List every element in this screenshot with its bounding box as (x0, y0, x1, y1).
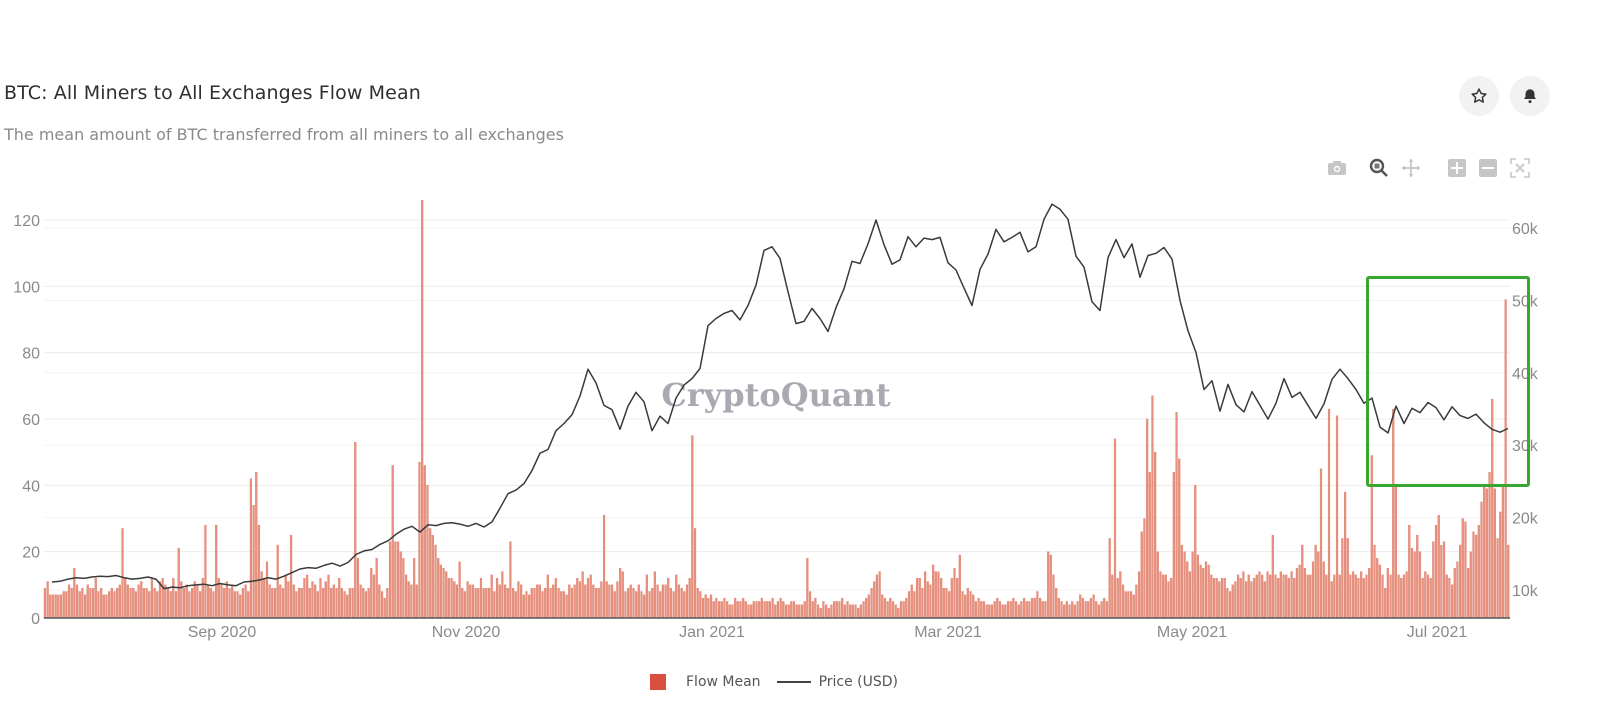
watermark: CryptoQuant (661, 376, 891, 414)
zoom-out-icon (1479, 159, 1497, 177)
legend: Flow Mean Price (USD) (650, 672, 898, 692)
pan-mode-button[interactable] (1400, 157, 1422, 179)
price-line-swatch[interactable] (776, 681, 811, 683)
legend-flow-mean[interactable]: Flow Mean (686, 674, 761, 690)
svg-text:30k: 30k (1512, 438, 1539, 455)
svg-text:Jul 2021: Jul 2021 (1407, 624, 1468, 641)
svg-text:Nov 2020: Nov 2020 (432, 624, 501, 641)
svg-text:40k: 40k (1512, 366, 1539, 383)
zoom-in-button[interactable] (1446, 157, 1468, 179)
svg-text:0: 0 (31, 611, 40, 628)
legend-price[interactable]: Price (USD) (818, 674, 899, 690)
svg-text:Sep 2020: Sep 2020 (188, 624, 257, 641)
svg-text:100: 100 (13, 279, 40, 296)
svg-text:120: 120 (13, 213, 40, 230)
zoom-out-button[interactable] (1477, 157, 1499, 179)
pan-icon (1402, 159, 1420, 177)
favorite-button[interactable] (1459, 76, 1499, 116)
svg-text:20: 20 (22, 545, 40, 562)
svg-text:40: 40 (22, 478, 40, 495)
svg-text:60: 60 (22, 412, 40, 429)
bell-icon (1524, 89, 1536, 104)
star-icon (1471, 88, 1487, 103)
svg-text:80: 80 (22, 346, 40, 363)
camera-icon (1328, 161, 1346, 175)
zoom-mode-button[interactable] (1368, 157, 1390, 179)
grid-lines (44, 219, 1510, 591)
page-title: BTC: All Miners to All Exchanges Flow Me… (4, 82, 421, 104)
zoom-in-icon (1448, 159, 1466, 177)
svg-text:Jan 2021: Jan 2021 (679, 624, 745, 641)
x-axis: Sep 2020 Nov 2020 Jan 2021 Mar 2021 May 2021… (188, 624, 1468, 641)
zoom-icon (1369, 158, 1388, 177)
flow-mean-swatch[interactable] (650, 674, 666, 690)
chart-modebar (1320, 157, 1540, 181)
right-axis: 10k 20k 30k 40k 50k 60k (1512, 221, 1539, 600)
autoscale-button[interactable] (1509, 157, 1531, 179)
autoscale-icon (1510, 158, 1530, 178)
svg-text:60k: 60k (1512, 221, 1539, 238)
svg-text:20k: 20k (1512, 511, 1539, 528)
svg-text:10k: 10k (1512, 583, 1539, 600)
left-axis: 0 20 40 60 80 100 120 (13, 213, 40, 628)
alert-button[interactable] (1510, 76, 1550, 116)
page-subtitle: The mean amount of BTC transferred from … (4, 125, 564, 144)
download-png-button[interactable] (1326, 157, 1348, 179)
svg-text:Mar 2021: Mar 2021 (914, 624, 982, 641)
price-line (51, 203, 1509, 590)
svg-text:50k: 50k (1512, 293, 1539, 310)
svg-text:May 2021: May 2021 (1157, 624, 1227, 641)
